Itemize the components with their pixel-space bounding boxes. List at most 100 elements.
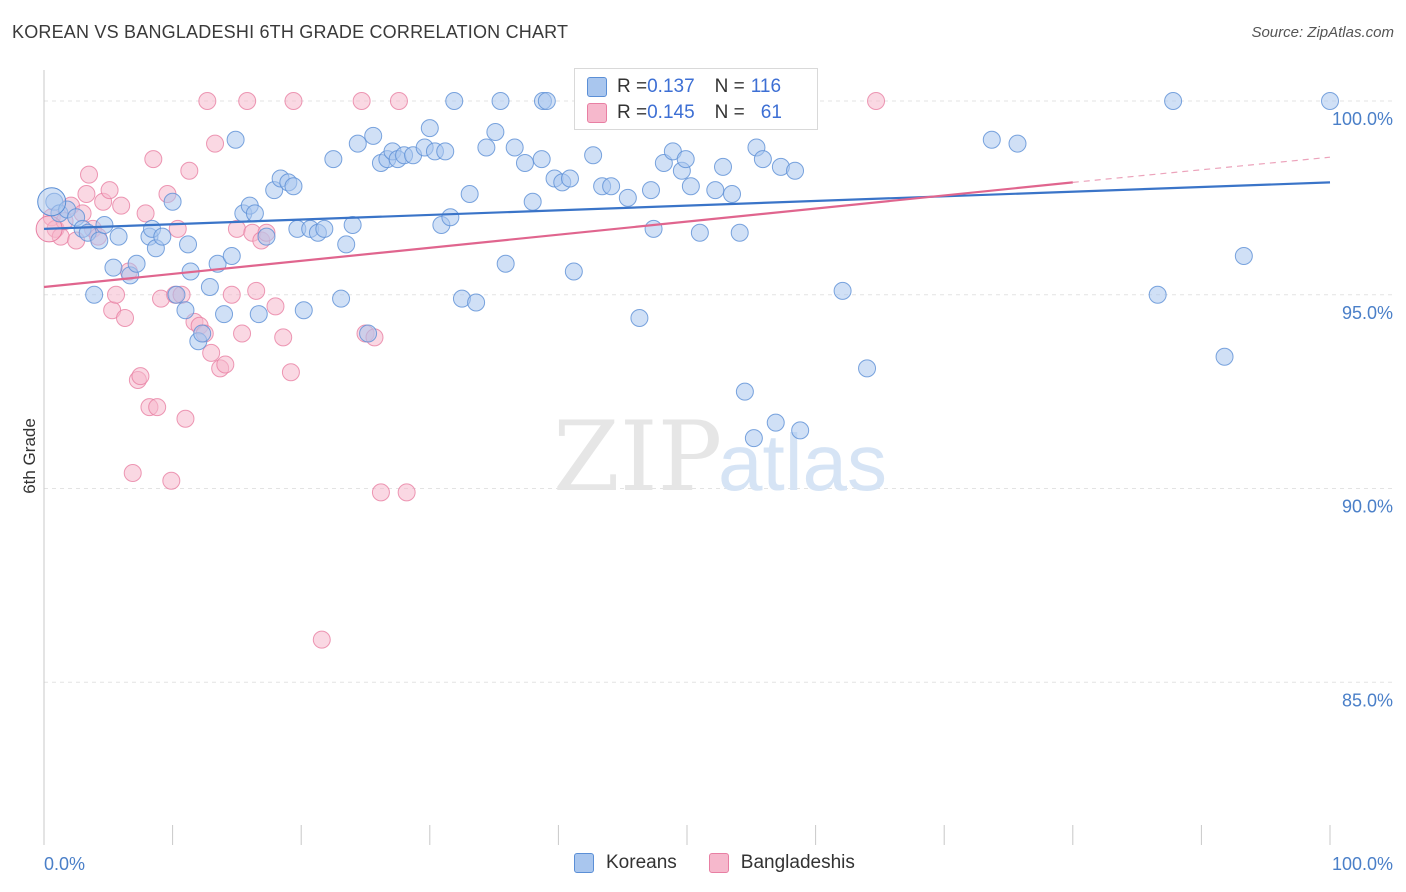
bangladeshi-point: [266, 297, 285, 316]
korean-point: [1215, 347, 1234, 366]
bangladeshi-point: [80, 165, 99, 184]
n-label: N =: [714, 76, 745, 97]
stats-legend: R = 0.137 N = 116 R = 0.145 N = 61: [574, 68, 818, 130]
y-tick-label: 90.0%: [1342, 497, 1393, 517]
bangladeshi-point: [233, 324, 252, 343]
bangladeshi-point: [77, 185, 96, 203]
korean-point: [676, 150, 695, 169]
stats-row-bangladeshis: R = 0.145 N = 61: [587, 101, 782, 125]
korean-point: [753, 150, 772, 169]
korean-point: [681, 177, 700, 196]
korean-point: [420, 119, 439, 138]
legend-item-koreans[interactable]: Koreans: [574, 852, 677, 874]
korean-point: [602, 177, 621, 196]
korean-point: [515, 154, 534, 172]
korean-point: [109, 227, 128, 246]
n-label: N =: [714, 102, 745, 123]
bangladeshi-point: [247, 281, 266, 300]
korean-point: [706, 181, 725, 200]
source-label: Source: ZipAtlas.com: [1251, 24, 1394, 41]
tick-labels: 85.0% 90.0% 95.0% 100.0% 0.0% 100.0%: [44, 109, 1393, 874]
korean-point: [163, 192, 182, 211]
korean-point: [791, 421, 810, 440]
korean-point: [257, 227, 276, 246]
korean-point: [153, 227, 172, 246]
n-value-koreans: 116: [750, 76, 782, 97]
bangladeshi-point: [136, 204, 155, 223]
korean-point: [833, 281, 852, 300]
korean-point: [1148, 285, 1167, 304]
korean-point: [179, 235, 198, 254]
x-tick-label: 0.0%: [44, 854, 85, 874]
korean-point: [618, 188, 637, 207]
korean-point: [167, 285, 186, 304]
korean-point: [584, 146, 603, 165]
korean-point: [786, 161, 805, 180]
bangladeshi-point: [176, 409, 195, 428]
korean-point: [85, 285, 104, 304]
x-tick-label: 100.0%: [1332, 854, 1393, 874]
korean-point: [730, 223, 749, 242]
series-legend: Koreans Bangladeshis: [574, 852, 887, 874]
korean-point: [324, 150, 343, 169]
bangladeshi-point: [162, 471, 181, 490]
korean-point: [215, 305, 234, 324]
korean-point: [226, 130, 245, 149]
korean-point: [1321, 92, 1339, 110]
bangladeshi-point: [284, 92, 303, 110]
korean-point: [537, 92, 556, 110]
korean-point: [332, 289, 351, 308]
korean-point: [193, 324, 212, 343]
korean-point: [560, 169, 579, 188]
korean-point: [222, 247, 241, 265]
bangladeshi-point: [281, 363, 300, 382]
r-value-koreans: 0.137: [647, 76, 695, 97]
korean-point: [644, 219, 663, 238]
korean-point: [532, 150, 551, 169]
korean-point: [200, 278, 219, 296]
korean-point: [723, 185, 742, 203]
chart-title: KOREAN VS BANGLADESHI 6TH GRADE CORRELAT…: [12, 22, 569, 42]
korean-point: [1008, 134, 1027, 153]
bangladeshi-point: [274, 328, 293, 347]
korean-point: [445, 92, 464, 110]
bangladeshi-point: [131, 367, 150, 386]
korean-point: [982, 130, 1001, 149]
korean-point: [359, 324, 378, 343]
bangladeshi-point: [216, 355, 235, 374]
korean-point: [364, 126, 383, 145]
bangladeshi-point: [206, 134, 225, 153]
korean-point: [1164, 92, 1183, 110]
bangladeshis-points: [35, 92, 886, 649]
r-value-bangladeshis: 0.145: [647, 102, 695, 123]
korean-point: [90, 231, 109, 250]
korean-point: [127, 254, 146, 273]
bangladeshi-point: [100, 181, 119, 200]
legend-item-bangladeshis[interactable]: Bangladeshis: [708, 852, 855, 874]
bangladeshi-point: [312, 630, 331, 649]
korean-point: [348, 134, 367, 153]
korean-point: [486, 123, 505, 141]
bangladeshi-point: [389, 92, 408, 110]
bangladeshis-trend-line: [43, 181, 1073, 289]
koreans-trend-line: [43, 181, 1331, 230]
bangladeshi-point: [107, 285, 126, 304]
korean-point: [744, 429, 763, 448]
bangladeshi-point: [123, 464, 142, 482]
y-tick-label: 95.0%: [1342, 303, 1393, 323]
korean-point: [337, 235, 356, 254]
korean-point: [766, 413, 785, 432]
r-label: R =: [617, 76, 648, 97]
r-label: R =: [617, 102, 648, 123]
korean-point: [95, 216, 114, 234]
bangladeshi-point: [352, 92, 371, 110]
bangladeshi-point: [202, 343, 221, 362]
bangladeshi-point: [397, 483, 416, 502]
y-tick-label: 100.0%: [1332, 109, 1393, 129]
korean-point: [294, 301, 313, 320]
bangladeshi-point: [222, 285, 241, 304]
korean-point: [1234, 247, 1253, 265]
korean-point: [735, 382, 754, 401]
korean-point: [641, 181, 660, 200]
y-axis-label: 6th Grade: [20, 418, 39, 494]
